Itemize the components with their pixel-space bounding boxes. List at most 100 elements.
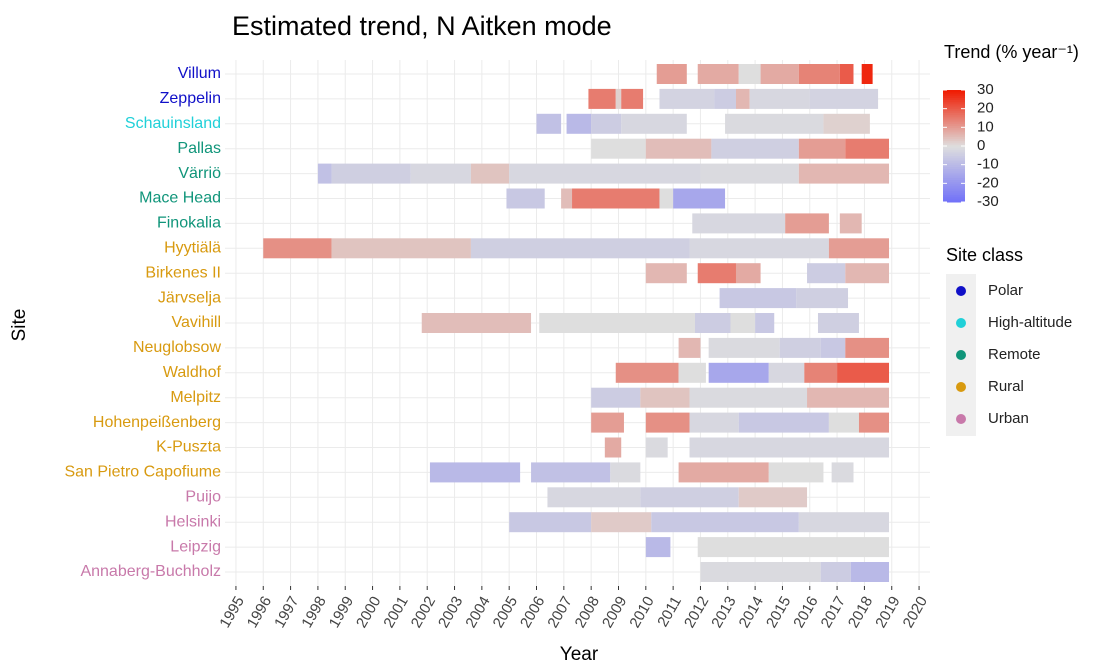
x-tick-label: 1996 bbox=[244, 593, 275, 630]
trend-tile bbox=[410, 163, 471, 184]
site-label: Schauinsland bbox=[125, 115, 221, 132]
trend-tile bbox=[804, 362, 838, 383]
x-tick-label: 2011 bbox=[654, 593, 685, 629]
x-tick-label: 2010 bbox=[626, 593, 657, 630]
colorbar-step bbox=[943, 174, 965, 177]
trend-tile bbox=[823, 113, 870, 134]
colorbar-tick-label: -20 bbox=[977, 174, 999, 191]
trend-tile bbox=[659, 88, 715, 109]
trend-tile bbox=[768, 462, 824, 483]
trend-tile bbox=[845, 138, 890, 159]
colorbar-step bbox=[943, 164, 965, 168]
colorbar-step bbox=[943, 118, 965, 121]
trend-tile bbox=[708, 337, 780, 358]
trend-tile bbox=[317, 163, 332, 184]
legend-key bbox=[956, 382, 966, 392]
trend-tile bbox=[689, 387, 808, 408]
legend-label: Polar bbox=[988, 282, 1023, 299]
trend-tile bbox=[700, 163, 799, 184]
x-tick-label: 2020 bbox=[900, 593, 931, 630]
trend-tile bbox=[725, 113, 824, 134]
trend-tile bbox=[536, 113, 562, 134]
legend-key bbox=[956, 414, 966, 424]
trend-tile bbox=[547, 487, 641, 508]
legend-key bbox=[956, 286, 966, 296]
x-tick-label: 2019 bbox=[872, 593, 903, 630]
colorbar-step bbox=[943, 146, 965, 149]
trend-tile bbox=[604, 437, 622, 458]
trend-tile bbox=[837, 362, 890, 383]
trend-tile bbox=[689, 412, 739, 433]
trend-tile bbox=[730, 313, 756, 333]
trend-tile bbox=[828, 412, 859, 433]
colorbar-step bbox=[943, 90, 965, 93]
site-label: Järvselja bbox=[158, 289, 221, 306]
x-tick-label: 2017 bbox=[818, 593, 849, 630]
colorbar-step bbox=[943, 134, 965, 138]
trend-tile bbox=[820, 337, 846, 358]
trend-tile bbox=[509, 163, 701, 184]
trend-tile bbox=[615, 362, 679, 383]
trend-tile bbox=[697, 263, 736, 284]
trend-tile bbox=[645, 263, 687, 284]
x-tick-label: 2009 bbox=[599, 593, 630, 630]
site-label: Pallas bbox=[177, 140, 221, 157]
site-label: Waldhof bbox=[163, 364, 222, 381]
site-label: Helsinki bbox=[165, 513, 221, 530]
trend-tile bbox=[470, 238, 690, 259]
site-label: San Pietro Capofiume bbox=[64, 464, 221, 481]
site-label: Leipzig bbox=[170, 538, 221, 555]
colorbar-step bbox=[943, 181, 965, 184]
colorbar-step bbox=[943, 153, 965, 156]
trend-tile bbox=[708, 362, 769, 383]
colorbar-step bbox=[943, 136, 965, 140]
colorbar-tick-label: -30 bbox=[977, 193, 999, 210]
x-tick-label: 2004 bbox=[462, 593, 493, 630]
colorbar-step bbox=[943, 155, 965, 158]
trend-tile bbox=[807, 263, 846, 284]
colorbar-step bbox=[943, 196, 965, 199]
colorbar-step bbox=[943, 149, 965, 153]
trend-tile bbox=[678, 462, 769, 483]
colorbar-step bbox=[943, 101, 965, 104]
x-tick-label: 1997 bbox=[271, 593, 302, 630]
colorbar-step bbox=[943, 144, 965, 147]
x-tick-label: 2005 bbox=[490, 593, 521, 630]
colorbar-step bbox=[943, 104, 965, 108]
trend-tile bbox=[796, 288, 849, 309]
colorbar-step bbox=[943, 192, 965, 196]
colorbar-step bbox=[943, 190, 965, 194]
trend-tile bbox=[591, 412, 624, 433]
trend-tile bbox=[839, 64, 854, 84]
colorbar-tick-label: 30 bbox=[977, 81, 994, 98]
legend-label: Urban bbox=[988, 410, 1029, 427]
legend-key bbox=[956, 350, 966, 360]
trend-tile bbox=[798, 512, 890, 533]
site-label: Zeppelin bbox=[160, 90, 221, 107]
colorbar-step bbox=[943, 129, 965, 132]
colorbar-step bbox=[943, 188, 965, 192]
trend-tile bbox=[645, 138, 712, 159]
x-axis-label: Year bbox=[560, 644, 599, 665]
site-label: Värriö bbox=[178, 165, 221, 182]
colorbar-step bbox=[943, 114, 965, 117]
colorbar-step bbox=[943, 119, 965, 123]
trend-tile bbox=[711, 138, 799, 159]
trend-tile bbox=[645, 412, 690, 433]
trend-tile bbox=[263, 238, 332, 259]
trend-tile bbox=[539, 313, 695, 333]
x-tick-label: 1995 bbox=[216, 593, 247, 630]
trend-tile bbox=[779, 337, 821, 358]
colorbar-step bbox=[943, 159, 965, 162]
x-tick-label: 2007 bbox=[544, 593, 575, 630]
x-tick-label: 2013 bbox=[708, 593, 739, 630]
colorbar-step bbox=[943, 138, 965, 141]
trend-tile bbox=[738, 64, 761, 84]
trend-tile bbox=[845, 337, 890, 358]
x-tick-label: 2001 bbox=[380, 593, 411, 630]
colorbar-step bbox=[943, 123, 965, 126]
colorbar-step bbox=[943, 112, 965, 115]
colorbar-step bbox=[943, 200, 965, 203]
trend-tile bbox=[656, 64, 687, 84]
